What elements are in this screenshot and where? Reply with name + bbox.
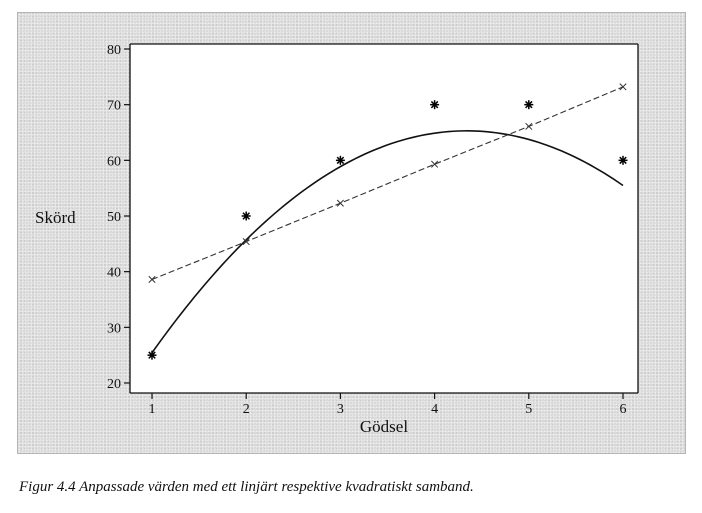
observed-point (335, 155, 345, 165)
x-tick-label: 2 (243, 402, 250, 417)
y-tick-label: 20 (107, 377, 121, 392)
linear-fit-point (242, 238, 250, 246)
series-layer (147, 83, 628, 360)
y-tick-label: 80 (107, 43, 121, 58)
linear-fit-point (148, 275, 156, 284)
linear-fit-point (525, 122, 533, 130)
quadratic-fit-curve (151, 130, 624, 354)
y-tick-label: 30 (107, 321, 121, 336)
x-axis-title: Gödsel (360, 417, 408, 436)
x-tick-label: 3 (337, 402, 344, 417)
observed-point (147, 350, 157, 360)
linear-fit-point (619, 83, 627, 91)
observed-point (241, 211, 251, 221)
observed-point (618, 155, 628, 165)
figure-caption: Figur 4.4 Anpassade värden med ett linjä… (19, 479, 474, 495)
y-tick-label: 70 (107, 99, 121, 114)
plot-area (130, 44, 638, 393)
y-tick-label: 50 (107, 210, 121, 225)
y-axis-title: Skörd (35, 208, 76, 227)
linear-fit-point (336, 199, 344, 207)
observed-point (430, 100, 440, 110)
y-tick-label: 60 (107, 154, 121, 169)
y-ticks: 20 30 40 50 60 70 80 (107, 43, 130, 392)
x-tick-label: 6 (620, 402, 627, 417)
linear-fit-point (431, 160, 439, 168)
y-tick-label: 40 (107, 266, 121, 281)
x-tick-label: 1 (149, 402, 156, 417)
linear-fit-line (151, 86, 624, 280)
x-tick-label: 5 (525, 402, 532, 417)
x-tick-label: 4 (431, 402, 438, 417)
x-ticks: 1 2 3 4 5 6 (149, 393, 627, 417)
observed-point (524, 100, 534, 110)
